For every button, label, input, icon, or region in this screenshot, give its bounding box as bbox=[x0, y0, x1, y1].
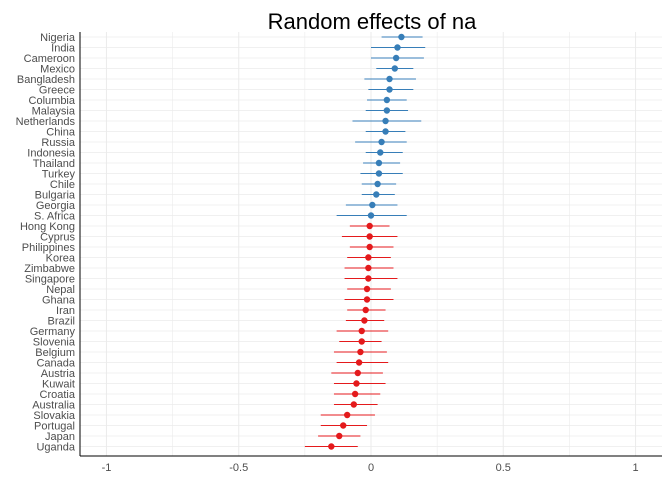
point-estimate bbox=[398, 33, 405, 41]
point-estimate bbox=[363, 296, 371, 303]
country-label: Japan bbox=[45, 431, 75, 443]
point-estimate bbox=[382, 128, 389, 135]
country-label: Columbia bbox=[29, 95, 76, 107]
error-bars bbox=[304, 36, 426, 447]
country-label: Portugal bbox=[34, 421, 75, 433]
country-label: Korea bbox=[46, 253, 76, 265]
country-label: Netherlands bbox=[16, 116, 76, 128]
country-label: Chile bbox=[50, 179, 75, 191]
point-estimate bbox=[394, 44, 401, 51]
axes bbox=[79, 32, 662, 457]
x-tick-labels: -1 -0.5 0 0.5 1 bbox=[102, 462, 639, 474]
country-label: Brazil bbox=[47, 316, 75, 328]
country-label: Greece bbox=[39, 85, 75, 97]
point-estimate bbox=[375, 159, 383, 167]
country-label: Uganda bbox=[36, 442, 75, 454]
country-label: Thailand bbox=[33, 158, 75, 170]
point-estimate bbox=[374, 180, 381, 188]
point-estimate bbox=[363, 285, 371, 293]
x-tick-label: 0.5 bbox=[496, 462, 511, 474]
country-label: Cyprus bbox=[40, 232, 75, 244]
chart-title: Random effects of na bbox=[268, 9, 477, 34]
point-estimate bbox=[375, 170, 383, 177]
country-label: Turkey bbox=[42, 169, 76, 181]
point-estimate bbox=[355, 359, 363, 366]
point-estimate bbox=[391, 65, 399, 72]
country-label: India bbox=[51, 43, 76, 55]
country-label: Cameroon bbox=[24, 53, 75, 65]
point-estimate bbox=[362, 306, 369, 314]
x-tick-label: 1 bbox=[632, 462, 638, 474]
point-estimate bbox=[373, 191, 380, 198]
x-tick-label: -0.5 bbox=[229, 462, 248, 474]
point-estimate bbox=[340, 422, 347, 429]
country-label: Hong Kong bbox=[20, 221, 75, 233]
point-estimate bbox=[386, 75, 393, 83]
point-estimate bbox=[366, 222, 373, 230]
point-estimate bbox=[365, 254, 372, 261]
country-label: Ghana bbox=[42, 295, 76, 307]
country-label: Slovenia bbox=[33, 337, 76, 349]
point-estimate bbox=[358, 327, 365, 335]
country-label: Austria bbox=[41, 368, 76, 380]
country-label: Philippines bbox=[22, 242, 76, 254]
point-estimate bbox=[378, 138, 385, 146]
point-estimate bbox=[366, 243, 373, 251]
country-label: Nepal bbox=[46, 284, 75, 296]
country-label: Nigeria bbox=[40, 32, 76, 44]
point-estimate bbox=[383, 96, 391, 104]
point-estimate bbox=[343, 411, 351, 419]
point-estimate bbox=[354, 369, 361, 377]
country-label: Malaysia bbox=[32, 106, 76, 118]
point-estimates bbox=[328, 33, 405, 450]
country-label: Mexico bbox=[40, 64, 75, 76]
country-label: Russia bbox=[41, 137, 76, 149]
point-estimate bbox=[382, 117, 389, 125]
point-estimate bbox=[366, 233, 373, 240]
country-label: Iran bbox=[56, 305, 75, 317]
point-estimate bbox=[383, 107, 391, 114]
point-estimate bbox=[358, 338, 365, 345]
point-estimate bbox=[328, 443, 335, 450]
country-label: Slovakia bbox=[33, 410, 75, 422]
x-tick-label: 0 bbox=[368, 462, 374, 474]
point-estimate bbox=[392, 54, 400, 62]
country-label: Belgium bbox=[35, 347, 75, 359]
country-label: Singapore bbox=[25, 274, 75, 286]
point-estimate bbox=[361, 317, 368, 324]
country-label: Indonesia bbox=[27, 148, 76, 160]
point-estimate bbox=[367, 212, 375, 219]
country-label: Kuwait bbox=[42, 379, 75, 391]
country-label: Germany bbox=[30, 326, 76, 338]
country-label: Bangladesh bbox=[17, 74, 75, 86]
country-label: Zimbabwe bbox=[24, 263, 75, 275]
country-labels: NigeriaIndiaCameroonMexicoBangladeshGree… bbox=[16, 32, 76, 454]
point-estimate bbox=[353, 380, 360, 387]
point-estimate bbox=[351, 390, 359, 398]
grid-lines bbox=[80, 32, 662, 456]
country-label: Georgia bbox=[36, 200, 76, 212]
country-label: Croatia bbox=[40, 389, 76, 401]
x-tick-label: -1 bbox=[102, 462, 112, 474]
country-label: S. Africa bbox=[34, 211, 76, 223]
country-label: Canada bbox=[36, 358, 75, 370]
point-estimate bbox=[365, 264, 372, 272]
point-estimate bbox=[377, 149, 384, 156]
point-estimate bbox=[336, 432, 343, 440]
point-estimate bbox=[369, 201, 376, 209]
country-label: Bulgaria bbox=[35, 190, 76, 202]
country-label: Australia bbox=[32, 400, 76, 412]
point-estimate bbox=[350, 401, 358, 408]
country-label: China bbox=[46, 127, 76, 139]
point-estimate bbox=[365, 275, 372, 282]
point-estimate bbox=[386, 86, 393, 93]
point-estimate bbox=[357, 348, 364, 356]
